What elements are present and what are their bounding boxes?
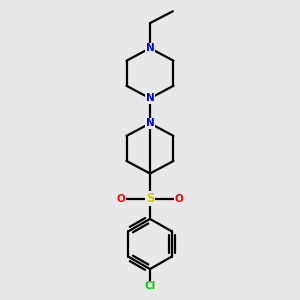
Text: Cl: Cl bbox=[144, 281, 156, 291]
Text: O: O bbox=[116, 194, 125, 204]
Text: N: N bbox=[146, 93, 154, 103]
Text: N: N bbox=[146, 43, 154, 53]
Text: S: S bbox=[146, 192, 154, 205]
Text: O: O bbox=[175, 194, 184, 204]
Text: N: N bbox=[146, 118, 154, 128]
